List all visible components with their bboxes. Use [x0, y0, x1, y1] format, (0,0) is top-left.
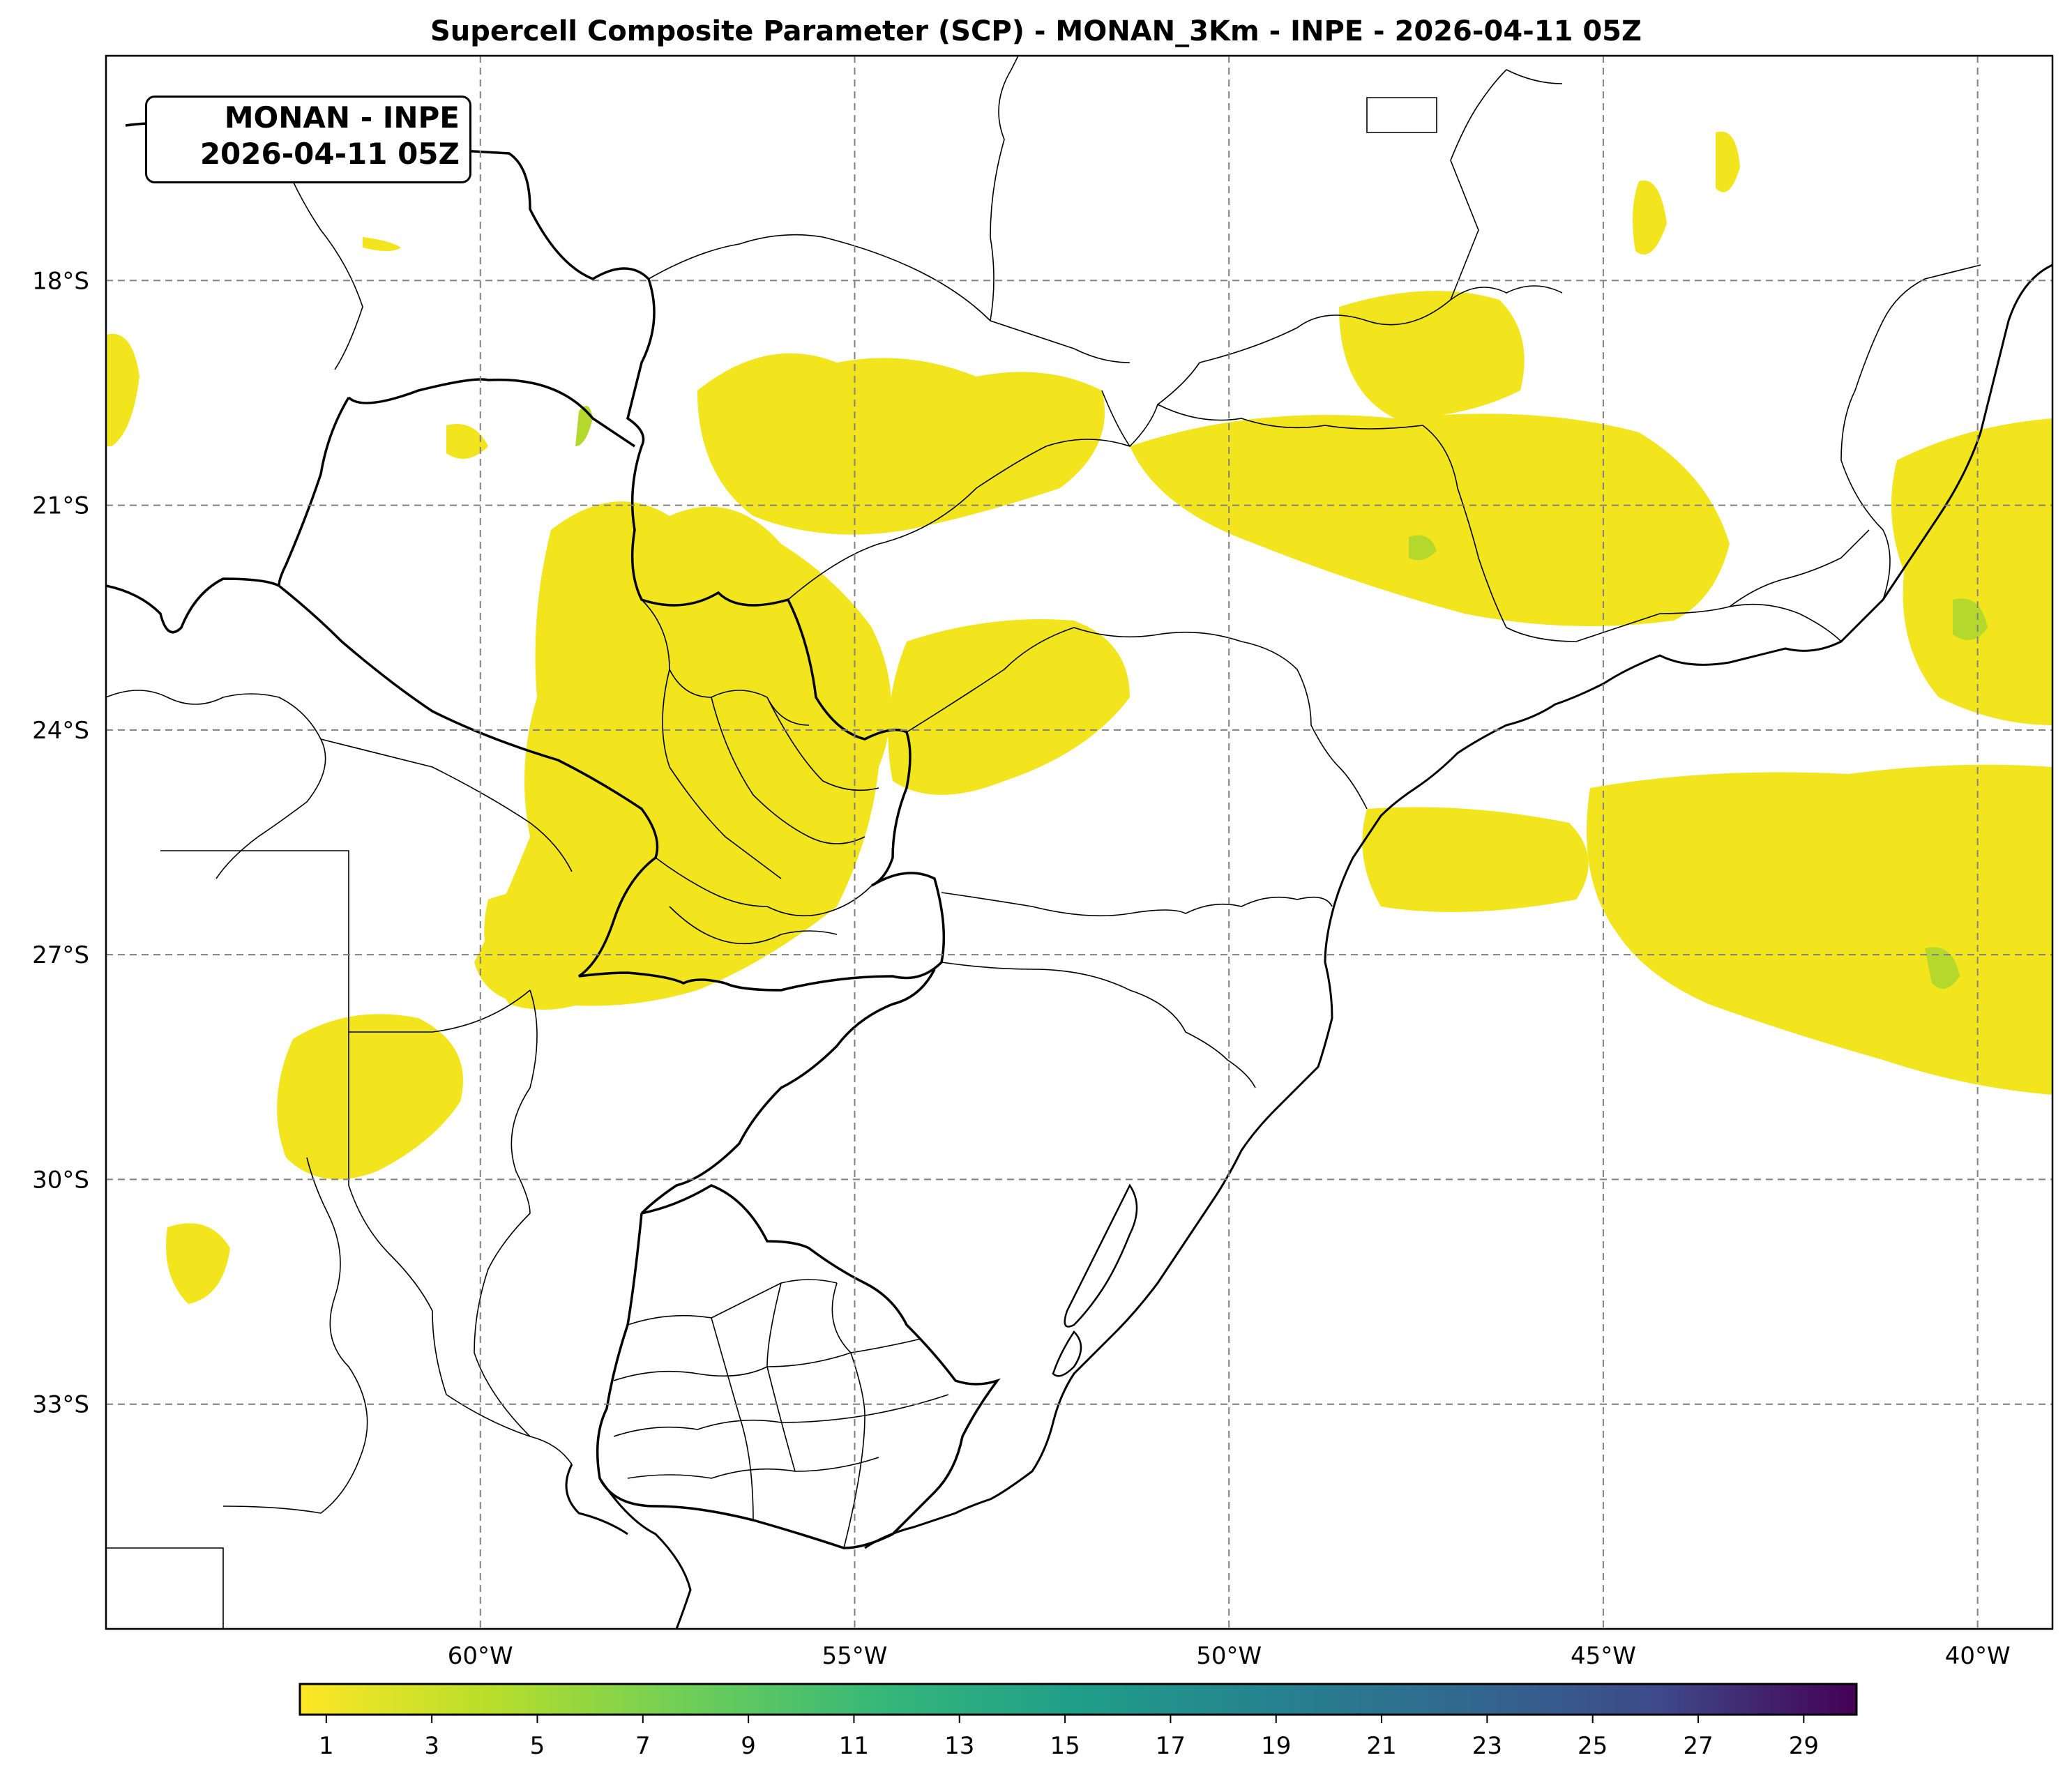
latitude-tick-labels: 18°S 21°S 24°S 27°S 30°S 33°S — [32, 267, 89, 1418]
scp-region-small-7 — [446, 424, 488, 459]
map-frame — [105, 54, 2054, 1630]
colorbar-tick-label: 23 — [1472, 1732, 1502, 1760]
info-model-label: MONAN - INPE — [224, 100, 460, 135]
scp-patch-high-4 — [1953, 598, 1988, 640]
lat-tick-label: 30°S — [32, 1166, 89, 1194]
lon-tick-label: 60°W — [448, 1642, 513, 1670]
state-line-go-mg — [1199, 285, 1563, 363]
scp-region-paraguay — [474, 501, 891, 1006]
colorbar-tick-label: 17 — [1156, 1732, 1186, 1760]
map-title: Supercell Composite Parameter (SCP) - MO… — [430, 15, 1642, 47]
scp-region-small-1 — [166, 1223, 230, 1304]
state-line-argentina-prov-7 — [222, 1157, 368, 1514]
scp-region-small-5 — [1716, 131, 1740, 192]
lat-tick-label: 24°S — [32, 717, 89, 745]
colorbar-gradient — [298, 1683, 1858, 1716]
border-argentina-brazil — [725, 872, 946, 992]
boundaries — [106, 56, 2052, 1629]
border-argentina-north — [106, 577, 280, 634]
state-line-ms-mt — [648, 234, 1130, 363]
colorbar: 1 3 5 7 9 11 13 15 17 19 21 23 25 27 29 — [298, 1683, 1858, 1760]
colorbar-tick-label: 19 — [1261, 1732, 1291, 1760]
colorbar-tick-label: 13 — [944, 1732, 974, 1760]
border-bolivia-argentina — [278, 397, 350, 586]
colorbar-tick-label: 7 — [635, 1732, 651, 1760]
border-argentina-brazil-west — [578, 856, 726, 985]
colorbar-tick-label: 9 — [741, 1732, 756, 1760]
lon-tick-label: 45°W — [1571, 1642, 1636, 1670]
state-line-paraguay-depts — [641, 599, 879, 879]
scp-region-argentina-west — [277, 1014, 463, 1180]
lon-tick-label: 40°W — [1945, 1642, 2011, 1670]
gridlines — [106, 56, 2052, 1629]
state-line-pr-sc — [941, 892, 1333, 917]
scp-region-small-2 — [106, 333, 139, 446]
scp-field-high — [575, 406, 1988, 989]
colorbar-tick-label: 1 — [319, 1732, 334, 1760]
state-line-mg-rj — [1729, 529, 1870, 607]
scp-region-small-4 — [1633, 180, 1667, 255]
border-brazil-uruguay-argentina — [640, 969, 936, 1215]
state-line-argentina-prov-1 — [106, 690, 326, 879]
state-line-paraguay-south — [655, 857, 872, 945]
state-line-argentina-prov-6 — [106, 1547, 224, 1629]
scp-patch-high-3 — [1925, 947, 1960, 989]
colorbar-tick-label: 11 — [839, 1732, 869, 1760]
longitude-tick-labels: 60°W 55°W 50°W 45°W 40°W — [448, 1642, 2011, 1670]
state-line-argentina-prov-2 — [320, 738, 573, 872]
colorbar-tick-label: 3 — [424, 1732, 439, 1760]
colorbar-tick-label: 29 — [1789, 1732, 1819, 1760]
state-line-argentina-prov-5 — [474, 989, 538, 1437]
state-line-argentina-prov-3 — [160, 850, 531, 1033]
rio-de-la-plata — [598, 1478, 692, 1629]
state-line-sp-internal — [1101, 390, 1130, 447]
scp-region-small-3 — [928, 629, 1018, 697]
border-paraguay-bolivia — [347, 378, 635, 448]
model-info-box: MONAN - INPE 2026-04-11 05Z — [145, 96, 471, 183]
scp-region-ocean-band — [1362, 807, 1589, 912]
scp-region-argentina-north — [484, 889, 614, 1010]
scp-region-minas — [1339, 291, 1525, 418]
lon-tick-label: 50°W — [1196, 1642, 1262, 1670]
scp-region-sao-paulo — [1130, 413, 1730, 626]
state-line-bolivia-dept — [278, 146, 363, 370]
scp-region-east-ocean — [1891, 418, 2052, 725]
lat-tick-label: 33°S — [32, 1391, 89, 1419]
scp-region-south-ocean — [1587, 764, 2052, 1095]
colorbar-ticks: 1 3 5 7 9 11 13 15 17 19 21 23 25 27 29 — [319, 1715, 1819, 1760]
scp-field — [106, 131, 2052, 1304]
colorbar-tick-label: 27 — [1683, 1732, 1713, 1760]
state-line-mg-sp — [1157, 404, 1842, 642]
state-line-go-mt — [990, 56, 1019, 321]
state-line-go-df — [1366, 97, 1437, 133]
state-line-uruguay-depts — [613, 1279, 949, 1549]
border-uruguay — [596, 1184, 1001, 1549]
lagoa-mirim — [1052, 1330, 1082, 1377]
lat-tick-label: 21°S — [32, 492, 89, 520]
scp-patch-high-2 — [1409, 535, 1437, 561]
state-line-mg-es — [1840, 264, 1981, 600]
colorbar-tick-label: 25 — [1578, 1732, 1608, 1760]
lon-tick-label: 55°W — [822, 1642, 888, 1670]
lagoa-dos-patos — [1064, 1183, 1138, 1328]
scp-region-mato-grosso — [697, 353, 1105, 535]
info-datetime-label: 2026-04-11 05Z — [199, 137, 460, 171]
scp-region-small-6 — [363, 237, 401, 251]
state-line-sc-rs — [941, 962, 1256, 1088]
colorbar-tick-label: 21 — [1366, 1732, 1396, 1760]
state-line-ms-sp — [787, 362, 1200, 600]
scp-patch-high-1 — [575, 406, 593, 446]
state-line-mg-ba — [1450, 69, 1563, 301]
state-line-sp-pr — [906, 627, 1368, 810]
coastline — [864, 264, 2052, 1549]
lat-tick-label: 18°S — [32, 267, 89, 295]
colorbar-tick-label: 5 — [530, 1732, 545, 1760]
border-paraguay-argentina — [278, 584, 659, 858]
coast-argentina-south — [565, 1464, 628, 1535]
lat-tick-label: 27°S — [32, 941, 89, 969]
colorbar-tick-label: 15 — [1050, 1732, 1080, 1760]
